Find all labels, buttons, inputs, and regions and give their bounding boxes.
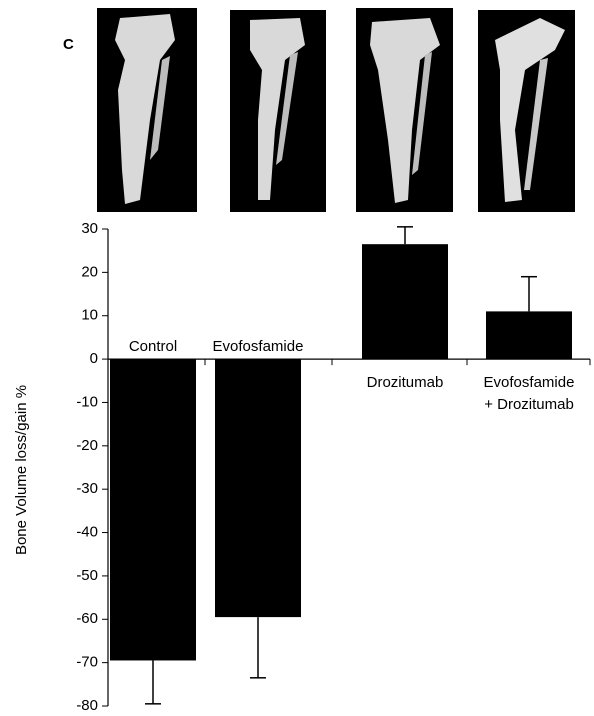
bar bbox=[110, 359, 196, 661]
y-tick-label: 30 bbox=[81, 220, 98, 237]
y-tick-label: -20 bbox=[76, 437, 98, 454]
category-label: Evofosfamide bbox=[213, 338, 304, 355]
category-label: Drozitumab bbox=[367, 374, 444, 391]
y-tick-label: -10 bbox=[76, 393, 98, 410]
y-tick-label: 20 bbox=[81, 263, 98, 280]
y-tick-label: -70 bbox=[76, 654, 98, 671]
bar bbox=[362, 244, 448, 360]
y-tick-label: 0 bbox=[90, 350, 98, 367]
bar bbox=[486, 311, 572, 360]
y-tick-label: -80 bbox=[76, 697, 98, 714]
y-tick-label: -30 bbox=[76, 480, 98, 497]
panel-label: C bbox=[63, 36, 74, 53]
y-tick-label: -40 bbox=[76, 524, 98, 541]
y-tick-label: -60 bbox=[76, 610, 98, 627]
category-label: Evofosfamide + Drozitumab bbox=[484, 374, 575, 413]
bar bbox=[215, 359, 301, 618]
bone-images bbox=[97, 8, 575, 212]
y-tick-label: 10 bbox=[81, 307, 98, 324]
category-label: Control bbox=[129, 338, 177, 355]
y-axis-label: Bone Volume loss/gain % bbox=[13, 385, 30, 555]
y-tick-label: -50 bbox=[76, 567, 98, 584]
